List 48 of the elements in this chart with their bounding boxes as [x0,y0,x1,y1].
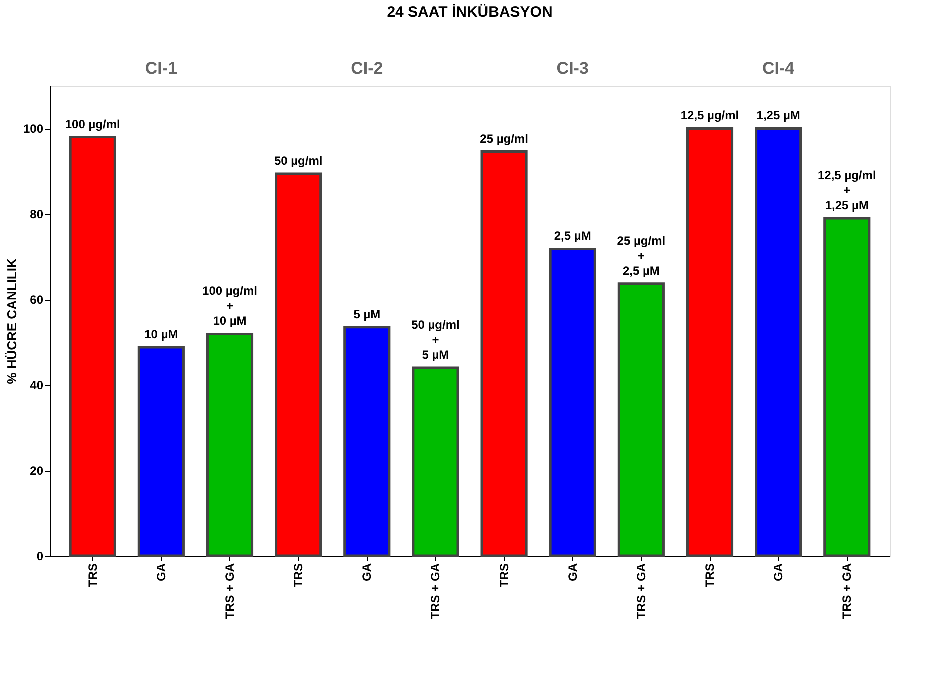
annotation: 5 µM [354,307,381,322]
y-tick-label: 20 [30,464,44,478]
bar [138,346,185,558]
text: CI-3 [556,59,589,78]
annotation: 25 µg/ml [480,132,528,146]
bar [69,136,116,558]
x-tick-label: GA [566,563,580,582]
annotation: 50 µg/ml [274,154,323,168]
text: CI-4 [762,59,796,78]
y-tick-label: 100 [23,122,44,136]
annotation: 100 µg/ml [65,117,120,132]
y-tick-label: 40 [30,378,44,393]
annotation: 12,5 µg/ml [680,108,740,123]
annotation: 10 µM [144,327,178,342]
bar [480,150,528,558]
y-tick-label: 0 [36,550,44,564]
y-axis-title: % HÜCRE CANLILIK [4,258,20,384]
bar [549,248,596,558]
x-tick-label: TRS [292,564,306,588]
annotation: 1,25 µM [756,108,800,123]
annotation: 100 µg/ml + 10 µM [202,284,258,328]
chart-title: 24 SAAT İNKÜBASYON [387,4,553,21]
y-tick-label: 80 [30,208,44,222]
annotation: 2,5 µM [554,229,592,244]
y-tick-label: 60 [30,293,44,308]
text: CI-2 [351,59,384,78]
annotation: 50 µg/ml + 5 µM [412,318,460,362]
x-tick-label: GA [772,563,786,582]
x-tick-label: TRS + GA [428,563,443,620]
x-tick-label: TRS + GA [840,563,854,620]
annotation: 25 µg/ml + 2,5 µM [617,234,666,278]
x-tick-label: GA [154,563,168,582]
bar [686,127,734,558]
bar [824,217,871,558]
x-tick-label: GA [360,563,374,582]
x-tick-label: TRS [703,564,717,588]
x-tick-label: TRS + GA [634,563,648,620]
bar [412,366,460,558]
bar [206,332,254,558]
text: CI-1 [145,59,178,78]
x-tick-label: TRS [497,564,512,588]
x-tick-label: TRS [86,564,100,588]
annotation: 12,5 µg/ml + 1,25 µM [818,168,876,212]
bar [275,172,322,558]
bar [755,127,802,558]
x-tick-label: TRS + GA [223,563,237,620]
bar [618,282,665,558]
bar [344,326,391,558]
